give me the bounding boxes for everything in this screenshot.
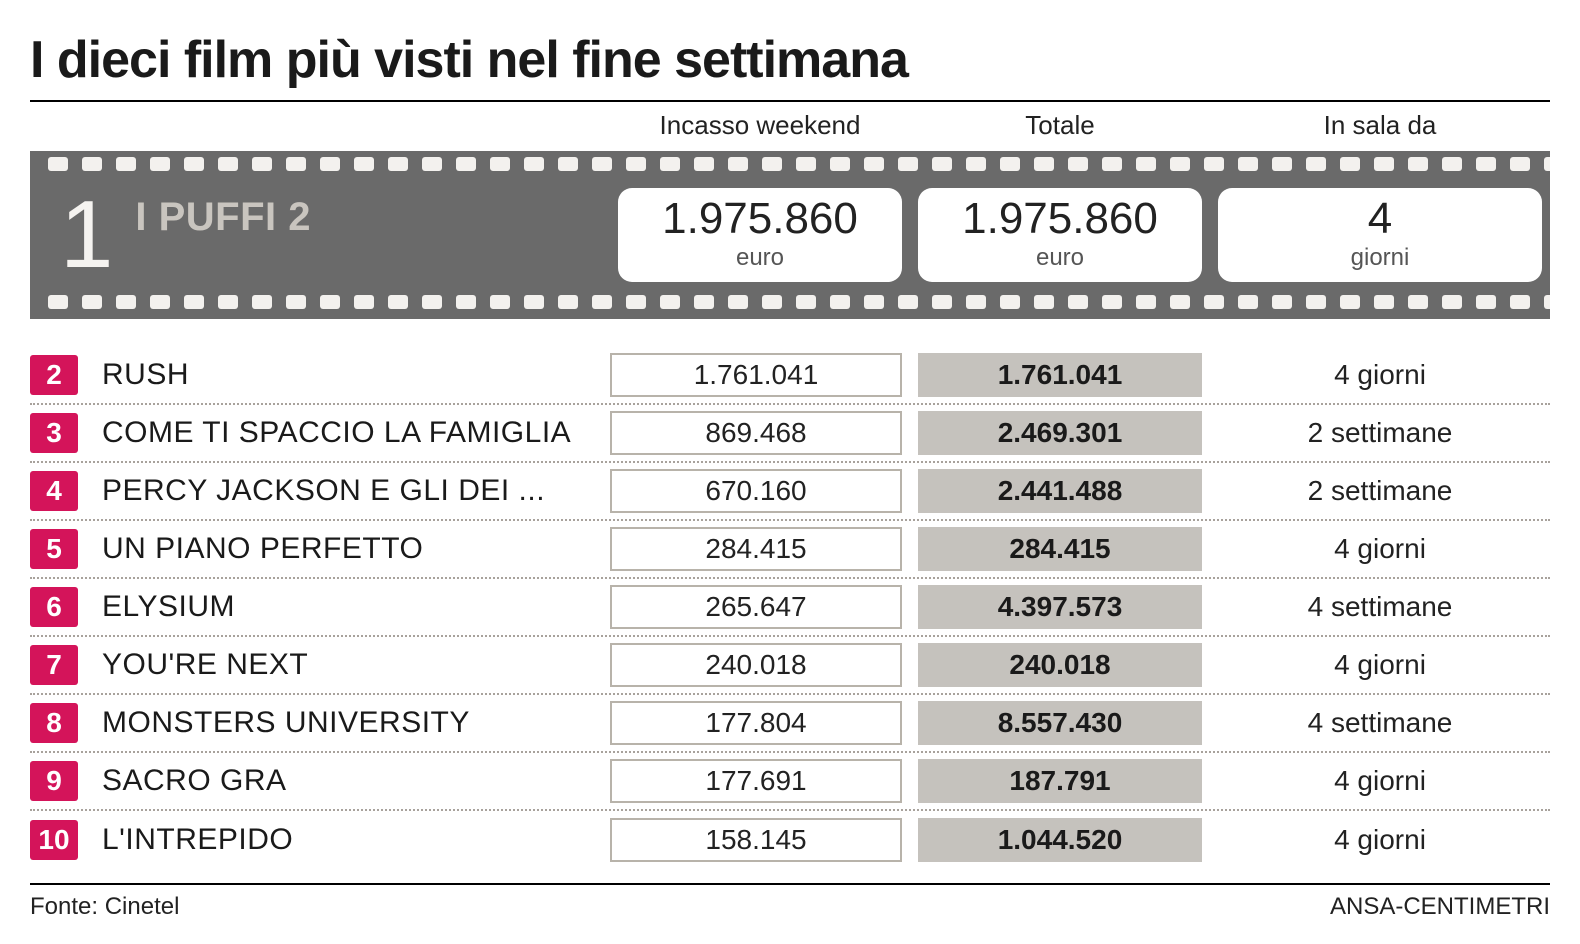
rank-badge: 9 bbox=[30, 761, 78, 801]
rank-badge: 5 bbox=[30, 529, 78, 569]
film-title: RUSH bbox=[90, 358, 610, 392]
table-row: 6 ELYSIUM265.647 4.397.5734 settimane bbox=[30, 579, 1550, 637]
cell-total: 4.397.573 bbox=[918, 585, 1202, 629]
col-total: Totale bbox=[910, 110, 1210, 141]
hero-total-card: 1.975.860 euro bbox=[918, 188, 1202, 282]
rank-badge: 10 bbox=[30, 820, 78, 860]
page-title: I dieci film più visti nel fine settiman… bbox=[30, 30, 1550, 90]
cell-total: 2.441.488 bbox=[918, 469, 1202, 513]
table-row: 10 L'INTREPIDO158.145 1.044.5204 giorni bbox=[30, 811, 1550, 869]
col-days: In sala da bbox=[1210, 110, 1550, 141]
rank-badge: 2 bbox=[30, 355, 78, 395]
hero-total-value: 1.975.860 bbox=[928, 196, 1192, 242]
film-rows: 2RUSH1.761.0411.761.0414 giorni3COME TI … bbox=[30, 347, 1550, 869]
rank-badge: 6 bbox=[30, 587, 78, 627]
rank-badge: 8 bbox=[30, 703, 78, 743]
table-row: 3 COME TI SPACCIO LA FAMIGLIA869.468 2.469… bbox=[30, 405, 1550, 463]
cell-total: 2.469.301 bbox=[918, 411, 1202, 455]
cell-days: 4 giorni bbox=[1210, 824, 1550, 856]
film-title: L'INTREPIDO bbox=[90, 823, 610, 857]
footer: Fonte: Cinetel ANSA-CENTIMETRI bbox=[30, 883, 1550, 921]
hero-days-unit: giorni bbox=[1228, 244, 1532, 272]
hero-weekend-value: 1.975.860 bbox=[628, 196, 892, 242]
film-title: YOU'RE NEXT bbox=[90, 648, 610, 682]
film-title: PERCY JACKSON E GLI DEI ... bbox=[90, 474, 610, 508]
hero-weekend-card: 1.975.860 euro bbox=[618, 188, 902, 282]
cell-weekend: 177.804 bbox=[610, 701, 902, 745]
col-weekend: Incasso weekend bbox=[610, 110, 910, 141]
table-row: 7YOU'RE NEXT240.018240.0184 giorni bbox=[30, 637, 1550, 695]
cell-total: 187.791 bbox=[918, 759, 1202, 803]
cell-days: 4 giorni bbox=[1210, 533, 1550, 565]
cell-weekend: 158.145 bbox=[610, 818, 902, 862]
hero-days-value: 4 bbox=[1228, 196, 1532, 242]
rank-badge: 7 bbox=[30, 645, 78, 685]
hero-film-title: I PUFFI 2 bbox=[135, 195, 311, 240]
cell-days: 4 giorni bbox=[1210, 649, 1550, 681]
cell-total: 1.044.520 bbox=[918, 818, 1202, 862]
cell-total: 240.018 bbox=[918, 643, 1202, 687]
hero-rank: 1 bbox=[60, 187, 113, 283]
table-row: 5UN PIANO PERFETTO284.415284.4154 giorni bbox=[30, 521, 1550, 579]
table-row: 9 SACRO GRA177.691 187.7914 giorni bbox=[30, 753, 1550, 811]
cell-weekend: 284.415 bbox=[610, 527, 902, 571]
cell-days: 4 settimane bbox=[1210, 707, 1550, 739]
cell-weekend: 265.647 bbox=[610, 585, 902, 629]
film-title: MONSTERS UNIVERSITY bbox=[90, 706, 610, 740]
film-title: COME TI SPACCIO LA FAMIGLIA bbox=[90, 416, 610, 450]
table-row: 8 MONSTERS UNIVERSITY177.804 8.557.4304 se… bbox=[30, 695, 1550, 753]
footer-source: Fonte: Cinetel bbox=[30, 893, 179, 921]
hero-filmstrip: 1 I PUFFI 2 1.975.860 euro 1.975.860 eur… bbox=[30, 151, 1550, 319]
rank-badge: 3 bbox=[30, 413, 78, 453]
table-row: 2RUSH1.761.0411.761.0414 giorni bbox=[30, 347, 1550, 405]
cell-days: 4 giorni bbox=[1210, 359, 1550, 391]
table-row: 4 PERCY JACKSON E GLI DEI ...670.160 2.441… bbox=[30, 463, 1550, 521]
film-title: SACRO GRA bbox=[90, 764, 610, 798]
film-title: UN PIANO PERFETTO bbox=[90, 532, 610, 566]
hero-weekend-unit: euro bbox=[628, 244, 892, 272]
cell-days: 2 settimane bbox=[1210, 475, 1550, 507]
cell-total: 284.415 bbox=[918, 527, 1202, 571]
hero-days-card: 4 giorni bbox=[1218, 188, 1542, 282]
column-headers: Incasso weekend Totale In sala da bbox=[30, 110, 1550, 141]
cell-weekend: 177.691 bbox=[610, 759, 902, 803]
hero-total-unit: euro bbox=[928, 244, 1192, 272]
film-title: ELYSIUM bbox=[90, 590, 610, 624]
cell-total: 1.761.041 bbox=[918, 353, 1202, 397]
cell-total: 8.557.430 bbox=[918, 701, 1202, 745]
cell-weekend: 670.160 bbox=[610, 469, 902, 513]
cell-days: 2 settimane bbox=[1210, 417, 1550, 449]
cell-weekend: 1.761.041 bbox=[610, 353, 902, 397]
cell-days: 4 giorni bbox=[1210, 765, 1550, 797]
cell-weekend: 869.468 bbox=[610, 411, 902, 455]
footer-credit: ANSA-CENTIMETRI bbox=[1330, 893, 1550, 921]
title-divider bbox=[30, 100, 1550, 102]
cell-weekend: 240.018 bbox=[610, 643, 902, 687]
rank-badge: 4 bbox=[30, 471, 78, 511]
cell-days: 4 settimane bbox=[1210, 591, 1550, 623]
